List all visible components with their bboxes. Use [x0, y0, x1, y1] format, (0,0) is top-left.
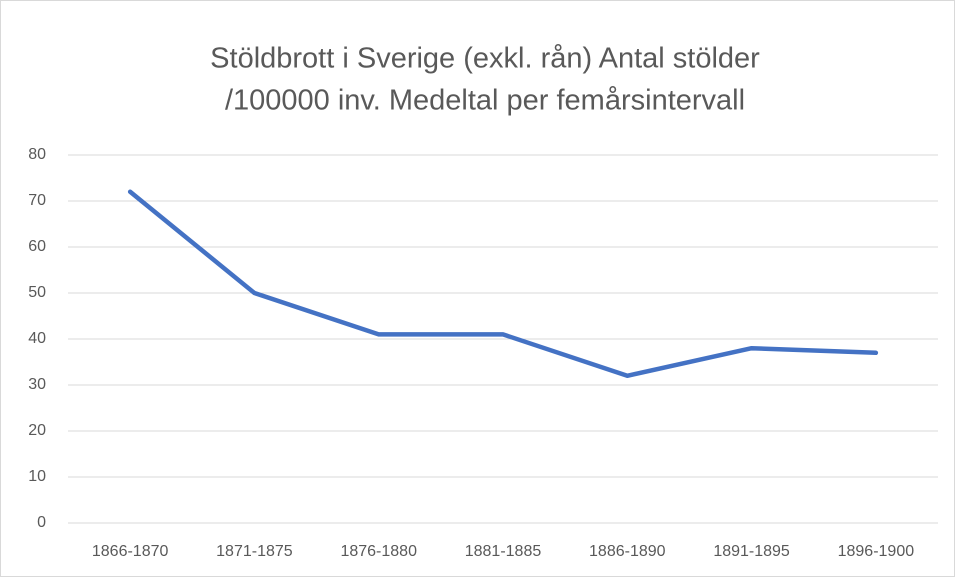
- x-tick-label: 1896-1900: [838, 543, 915, 560]
- y-tick-label: 80: [28, 146, 46, 163]
- x-tick-label: 1881-1885: [465, 543, 542, 560]
- x-tick-label: 1866-1870: [92, 543, 169, 560]
- x-tick-label: 1891-1895: [713, 543, 790, 560]
- y-tick-label: 40: [28, 330, 46, 347]
- x-tick-label: 1871-1875: [216, 543, 293, 560]
- chart-title: /100000 inv. Medeltal per femårsinterval…: [225, 85, 745, 117]
- line-series: [127, 189, 879, 379]
- x-tick-label: 1876-1880: [340, 543, 417, 560]
- chart-title: Stöldbrott i Sverige (exkl. rån) Antal s…: [210, 43, 760, 75]
- y-tick-label: 30: [28, 376, 46, 393]
- y-tick-label: 60: [28, 238, 46, 255]
- x-tick-label: 1886-1890: [589, 543, 666, 560]
- y-tick-label: 50: [28, 284, 46, 301]
- y-tick-label: 70: [28, 192, 46, 209]
- y-tick-label: 10: [28, 468, 46, 485]
- y-tick-label: 0: [37, 514, 46, 531]
- y-tick-label: 20: [28, 422, 46, 439]
